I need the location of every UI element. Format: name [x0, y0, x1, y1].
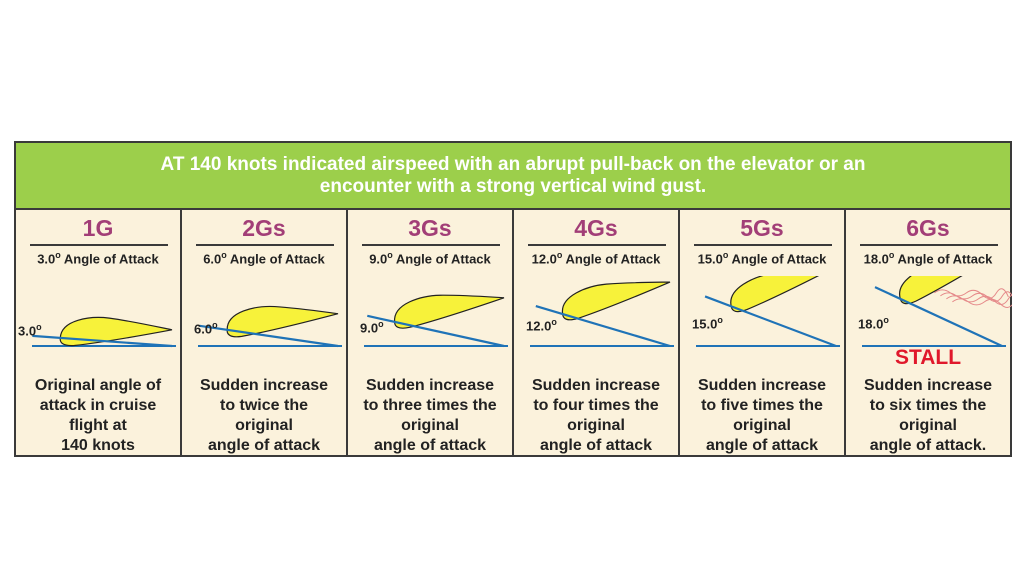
chord-line	[32, 334, 173, 348]
airfoil-diagram	[198, 305, 342, 348]
g-load-label: 1G	[82, 215, 114, 241]
description-line: Sudden increase	[531, 377, 661, 394]
description-line: attack in cruise	[39, 397, 157, 414]
description-line: angle of attack.	[869, 437, 987, 454]
chord-line	[367, 314, 505, 348]
angle-of-attack-caption: 6.0o Angle of Attack	[203, 250, 325, 267]
airfoil-shape	[226, 305, 339, 338]
panel-4gs: 4Gs 12.0o Angle of Attack 12.0o Sudden incr…	[514, 210, 680, 455]
divider-rule	[30, 244, 168, 246]
diagram-header: AT 140 knots indicated airspeed with an …	[16, 143, 1010, 210]
description-line: angle of attack	[207, 437, 321, 454]
stall-label: STALL	[894, 346, 962, 369]
header-line-2: encounter with a strong vertical wind gu…	[319, 175, 707, 197]
panel-description: Original angle of attack in cruise flight …	[20, 376, 176, 456]
g-load-label: 3Gs	[408, 215, 452, 241]
g-load-label: 2Gs	[242, 215, 286, 241]
description-line: Original angle of	[34, 377, 162, 394]
panel-1g: 1G 3.0o Angle of Attack 3.0o Original angle…	[16, 210, 182, 455]
airfoil-shape	[562, 281, 671, 321]
description-line: original	[401, 417, 459, 434]
divider-rule	[196, 244, 334, 246]
description-line: angle of attack	[373, 437, 487, 454]
description-line: original	[567, 417, 625, 434]
airfoil-diagram	[696, 276, 840, 348]
description-line: Sudden increase	[697, 377, 827, 394]
description-line: flight at	[69, 417, 127, 434]
angle-of-attack-caption: 3.0o Angle of Attack	[37, 250, 159, 267]
description-line: Sudden increase	[199, 377, 329, 394]
description-line: Sudden increase	[365, 377, 495, 394]
airfoil-shape	[394, 294, 505, 329]
panel-description: Sudden increase to six times the original a…	[850, 376, 1006, 456]
panel-3gs: 3Gs 9.0o Angle of Attack 9.0o Sudden increa…	[348, 210, 514, 455]
angle-of-attack-caption: 12.0o Angle of Attack	[531, 250, 661, 267]
header-line-1: AT 140 knots indicated airspeed with an …	[160, 153, 866, 175]
description-line: angle of attack	[539, 437, 653, 454]
airfoil-diagram	[530, 281, 674, 348]
panel-description: Sudden increase to twice the original angle…	[186, 376, 342, 456]
angle-value-label: 3.0o	[18, 322, 42, 339]
panel-description: Sudden increase to five times the original…	[684, 376, 840, 456]
description-line: to five times the	[701, 397, 823, 414]
g-load-label: 4Gs	[574, 215, 618, 241]
g-load-label: 5Gs	[740, 215, 784, 241]
description-line: 140 knots	[61, 437, 135, 454]
angle-value-label: 9.0o	[360, 318, 384, 335]
angle-value-label: 15.0o	[692, 315, 723, 332]
divider-rule	[860, 244, 998, 246]
panel-2gs: 2Gs 6.0o Angle of Attack 6.0o Sudden increa…	[182, 210, 348, 455]
panel-5gs: 5Gs 15.0o Angle of Attack 15.0o Sudden incr…	[680, 210, 846, 455]
panel-description: Sudden increase to three times the origina…	[352, 376, 508, 456]
airfoil-shape	[730, 276, 837, 313]
g-load-label: 6Gs	[906, 215, 950, 241]
panel-description: Sudden increase to four times the original…	[518, 376, 674, 456]
airfoil-diagram	[32, 316, 176, 348]
angle-of-attack-caption: 18.0o Angle of Attack	[863, 250, 993, 267]
chord-line	[199, 324, 339, 348]
panel-6gs: 6Gs 18.0o Angle of Attack 18.0o STALL Sudden…	[846, 210, 1012, 456]
panel-row: 1G 3.0o Angle of Attack 3.0o Original angle…	[16, 210, 1012, 456]
description-line: to twice the	[219, 397, 308, 414]
chord-line	[535, 304, 671, 348]
description-line: to three times the	[363, 397, 497, 414]
description-line: original	[235, 417, 293, 434]
angle-value-label: 12.0o	[526, 316, 557, 334]
angle-of-attack-caption: 15.0o Angle of Attack	[697, 250, 827, 267]
description-line: to four times the	[533, 397, 659, 414]
airfoil-shape	[59, 316, 173, 347]
description-line: original	[899, 417, 957, 434]
description-line: angle of attack	[705, 437, 819, 454]
angle-value-label: 6.0o	[194, 320, 218, 337]
description-line: Sudden increase	[863, 377, 993, 394]
divider-rule	[528, 244, 666, 246]
description-line: original	[733, 417, 791, 434]
turbulence-lines	[934, 288, 1012, 308]
airfoil-diagram	[364, 294, 508, 348]
angle-of-attack-caption: 9.0o Angle of Attack	[369, 250, 491, 267]
angle-value-label: 18.0o	[858, 315, 889, 332]
airfoil-diagram	[862, 276, 1012, 347]
description-line: to six times the	[869, 397, 987, 414]
chord-line	[704, 295, 837, 348]
divider-rule	[694, 244, 832, 246]
diagram-frame: AT 140 knots indicated airspeed with an …	[14, 141, 1012, 457]
chord-line	[874, 286, 1003, 347]
divider-rule	[362, 244, 500, 246]
